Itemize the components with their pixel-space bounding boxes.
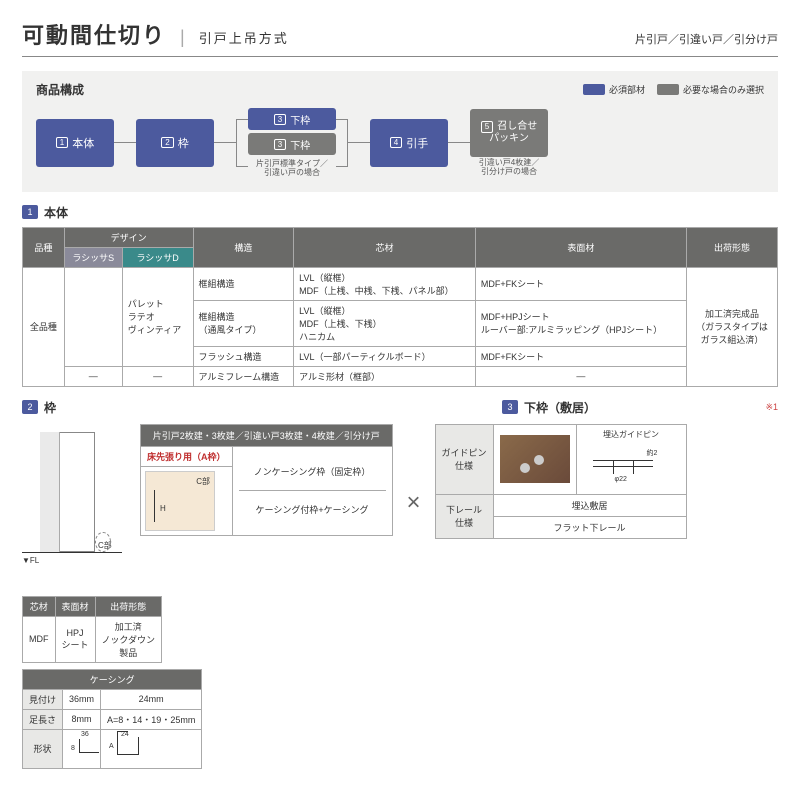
node5-note: 引違い戸4枚建／ 引分け戸の場合	[479, 159, 539, 177]
material-table: 芯材表面材出荷形態 MDF HPJ シート 加工済 ノックダウン 製品	[22, 596, 162, 663]
door-diagram: ▼FL C部	[22, 432, 132, 582]
section3-note: ※1	[765, 402, 778, 413]
legend: 必須部材 必要な場合のみ選択	[583, 83, 764, 96]
casing-shape-2: 24 A	[107, 733, 195, 765]
node-lower-frame-a: 3下枠	[248, 108, 336, 130]
page-types: 片引戸／引違い戸／引分け戸	[635, 31, 778, 47]
guide-photo	[500, 435, 570, 483]
page-header: 可動間仕切り | 引戸上吊方式 片引戸／引違い戸／引分け戸	[22, 18, 778, 57]
body-table: 品種 デザイン 構造 芯材 表面材 出荷形態 ラシッサS ラシッサD 全品種 パ…	[22, 227, 778, 387]
title-separator: |	[180, 27, 185, 48]
node-frame: 2枠	[136, 119, 214, 167]
guide-table: ガイドピン 仕様 埋込ガイドピン φ22 約2 下レール 仕様 埋込敷	[435, 424, 687, 539]
section1-header: 1 本体	[22, 204, 778, 221]
mini-diagram: C部 H	[145, 471, 215, 531]
flow-diagram: 1本体 2枠 3下枠 3下枠 片引戸標準タイプ／ 引違い戸の場合 4引手 5召し…	[36, 108, 764, 178]
composition-panel: 商品構成 必須部材 必要な場合のみ選択 1本体 2枠 3下枠 3下枠 片引戸標準…	[22, 71, 778, 192]
casing-table: ケーシング 見付け36mm24mm 足長さ8mmA=8・14・19・25mm 形…	[22, 669, 202, 769]
legend-required: 必須部材	[609, 83, 645, 96]
swatch-optional	[657, 84, 679, 95]
swatch-required	[583, 84, 605, 95]
section1-title: 本体	[44, 204, 68, 221]
page-title: 可動間仕切り	[22, 18, 166, 50]
casing-shape-1: 36 8	[69, 733, 94, 765]
frame-table: 片引戸2枚建・3枚建／引違い戸3枚建・4枚建／引分け戸 床先張り用（A枠） C部…	[140, 424, 393, 536]
pin-diagram: φ22 約2	[583, 442, 663, 490]
section3-header: 3 下枠（敷居） ※1	[502, 399, 778, 416]
section3-title: 下枠（敷居）	[524, 399, 596, 416]
cross-icon: ×	[407, 489, 421, 517]
section2-title: 枠	[44, 399, 56, 416]
node3-note: 片引戸標準タイプ／ 引違い戸の場合	[256, 160, 328, 178]
section2-header: 2 枠	[22, 399, 482, 416]
node-body: 1本体	[36, 119, 114, 167]
legend-optional: 必要な場合のみ選択	[683, 83, 764, 96]
page-subtitle: 引戸上吊方式	[199, 28, 289, 47]
node-lower-frame-b: 3下枠	[248, 133, 336, 155]
composition-title: 商品構成	[36, 81, 84, 98]
node-handle: 4引手	[370, 119, 448, 167]
node-packing: 5召し合せ パッキン	[470, 109, 548, 157]
